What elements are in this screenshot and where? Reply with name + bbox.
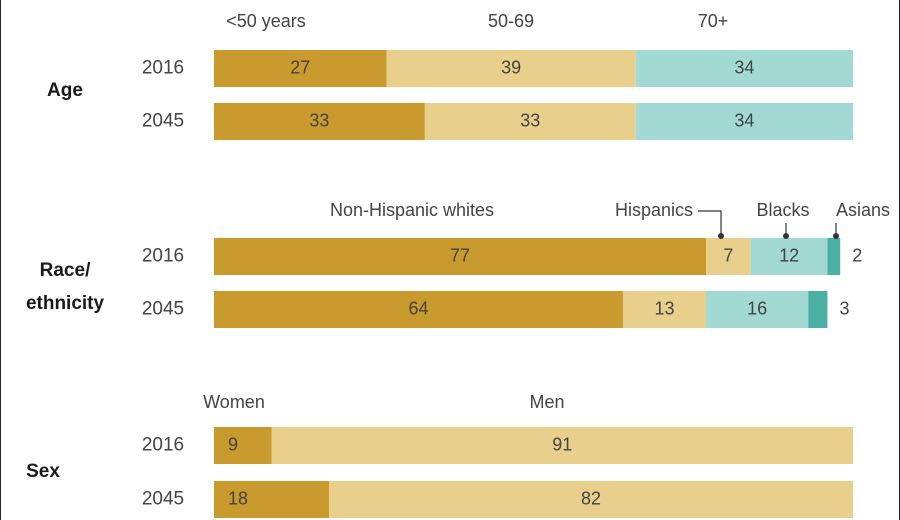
bar-segment	[214, 238, 707, 275]
bar-segment	[706, 291, 809, 328]
value-label: 16	[747, 298, 767, 318]
year-label: 2016	[142, 58, 184, 79]
value-label: 12	[779, 245, 799, 265]
value-label: 91	[552, 434, 572, 454]
series-header: 50-69	[488, 11, 534, 31]
bar-segment	[386, 50, 636, 87]
value-label: 9	[228, 434, 238, 454]
bar-segment	[808, 291, 828, 328]
value-label: 18	[228, 488, 248, 508]
leader-dot	[833, 233, 839, 239]
value-label: 33	[309, 110, 329, 130]
bar-segment	[214, 481, 330, 518]
bar-segment	[214, 427, 272, 464]
series-header: <50 years	[226, 11, 306, 31]
year-label: 2016	[142, 435, 184, 456]
series-header: Women	[203, 392, 265, 412]
value-label: 33	[520, 110, 540, 130]
bar-segment	[827, 238, 841, 275]
bar-segment	[271, 427, 853, 464]
bar-segment	[214, 291, 623, 328]
year-label: 2016	[142, 246, 184, 267]
value-label: 39	[501, 57, 521, 77]
group-label: Race/	[40, 260, 91, 281]
bar-segment	[214, 50, 387, 87]
series-header: Men	[529, 392, 564, 412]
value-label: 3	[839, 298, 849, 318]
value-label: 82	[581, 488, 601, 508]
year-label: 2045	[142, 489, 184, 510]
series-header: Blacks	[756, 200, 809, 220]
series-header: Asians	[836, 200, 890, 220]
bar-segment	[622, 291, 707, 328]
leader-dot	[718, 233, 725, 239]
value-label: 2	[852, 245, 862, 265]
group-label: ethnicity	[26, 293, 105, 314]
value-label: 34	[734, 110, 754, 130]
leader-line	[698, 210, 722, 236]
year-label: 2045	[142, 299, 184, 320]
series-header: Hispanics	[615, 200, 693, 220]
group-label: Age	[47, 80, 83, 101]
value-label: 13	[654, 298, 674, 318]
bar-segment	[706, 238, 751, 275]
value-label: 7	[723, 245, 733, 265]
bar-segment	[214, 103, 425, 140]
bar-segment	[329, 481, 853, 518]
group-label: Sex	[26, 461, 60, 482]
bar-segment	[635, 50, 853, 87]
value-label: 77	[450, 245, 470, 265]
bar-segment	[750, 238, 828, 275]
value-label: 64	[408, 298, 428, 318]
series-header: 70+	[698, 11, 729, 31]
bar-segment	[424, 103, 636, 140]
value-label: 34	[734, 57, 754, 77]
year-label: 2045	[142, 111, 184, 132]
value-label: 27	[290, 57, 310, 77]
bar-segment	[635, 103, 853, 140]
leader-dot	[783, 233, 789, 239]
series-header: Non-Hispanic whites	[330, 200, 494, 220]
